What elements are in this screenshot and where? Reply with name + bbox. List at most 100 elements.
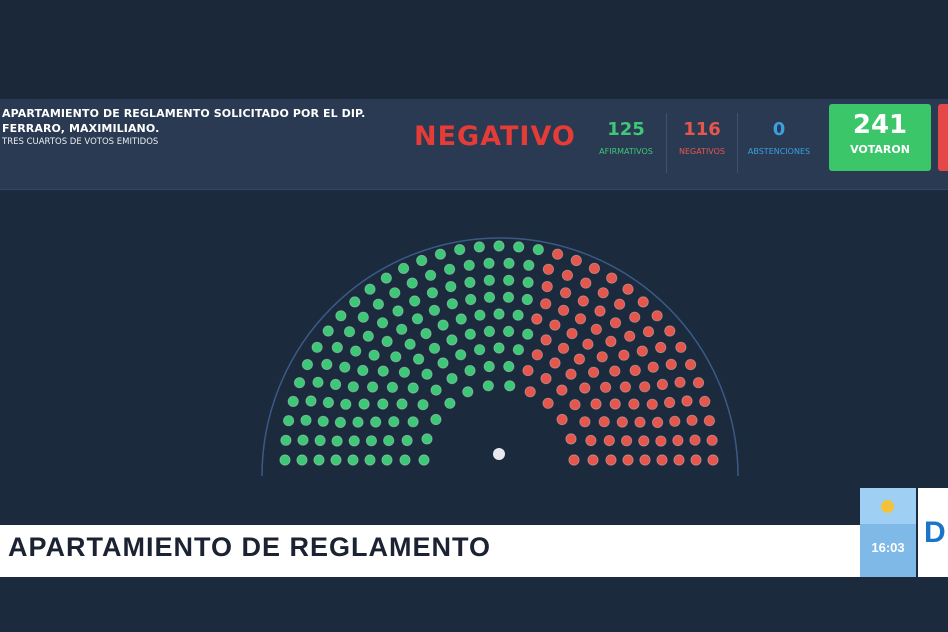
seat-afirmativo: [473, 241, 485, 253]
seat-afirmativo: [444, 397, 456, 409]
offscreen-panel: [938, 104, 948, 171]
seat-afirmativo: [305, 395, 317, 407]
seat-afirmativo: [282, 415, 295, 427]
seat-afirmativo: [493, 308, 505, 320]
seat-negativo: [540, 373, 552, 385]
lower-third-banner: APARTAMIENTO DE REGLAMENTO: [0, 525, 860, 577]
votaron-box: 241 VOTARON: [829, 104, 931, 171]
seat-negativo: [673, 454, 685, 466]
seat-afirmativo: [483, 325, 495, 337]
seat-negativo: [541, 281, 553, 293]
seat-afirmativo: [523, 259, 535, 271]
seat-afirmativo: [404, 338, 416, 350]
seat-afirmativo: [483, 291, 496, 303]
seat-negativo: [689, 434, 701, 446]
seat-negativo: [542, 397, 554, 409]
seat-afirmativo: [357, 311, 369, 323]
seat-afirmativo: [287, 395, 299, 407]
seat-afirmativo: [331, 435, 343, 447]
seat-afirmativo: [347, 381, 359, 393]
seat-afirmativo: [396, 323, 408, 335]
seat-afirmativo: [463, 259, 475, 271]
seat-afirmativo: [418, 454, 430, 466]
seat-negativo: [524, 386, 536, 398]
seat-negativo: [531, 313, 543, 325]
seat-negativo: [557, 342, 570, 354]
seat-negativo: [605, 335, 617, 347]
seat-negativo: [522, 365, 534, 377]
seat-afirmativo: [300, 414, 312, 426]
motion-title: APARTAMIENTO DE REGLAMENTO SOLICITADO PO…: [2, 107, 366, 135]
seat-afirmativo: [399, 454, 411, 466]
channel-logo: D: [918, 488, 948, 577]
seat-afirmativo: [366, 381, 379, 393]
negativos-label: NEGATIVOS: [678, 147, 726, 156]
seat-afirmativo: [416, 254, 428, 267]
seat-afirmativo: [473, 344, 486, 356]
seat-negativo: [566, 328, 578, 340]
seat-negativo: [551, 248, 564, 260]
seat-negativo: [651, 310, 663, 322]
seat-negativo: [559, 287, 572, 299]
seat-afirmativo: [503, 274, 515, 286]
seat-negativo: [561, 269, 574, 281]
seat-negativo: [549, 357, 561, 369]
seat-negativo: [616, 416, 628, 428]
seat-afirmativo: [421, 433, 433, 445]
seat-afirmativo: [464, 365, 476, 377]
seat-negativo: [639, 381, 651, 393]
seat-afirmativo: [446, 298, 458, 310]
seat-negativo: [656, 454, 668, 466]
seat-afirmativo: [512, 309, 524, 321]
seat-afirmativo: [396, 398, 408, 410]
seat-afirmativo: [372, 298, 384, 310]
seat-negativo: [620, 435, 633, 447]
seat-afirmativo: [430, 413, 442, 426]
seat-afirmativo: [398, 366, 410, 378]
negativos-count: 116: [683, 119, 721, 140]
seat-afirmativo: [362, 330, 374, 342]
abstenciones-count: 0: [772, 119, 786, 140]
seat-negativo: [590, 398, 602, 410]
seat-afirmativo: [482, 380, 494, 392]
seat-afirmativo: [512, 344, 525, 356]
seat-afirmativo: [386, 381, 398, 393]
seat-group: [279, 240, 719, 466]
seat-afirmativo: [380, 272, 392, 284]
seat-afirmativo: [502, 325, 515, 337]
seat-afirmativo: [445, 281, 457, 293]
seat-afirmativo: [340, 398, 352, 410]
seat-negativo: [590, 323, 602, 335]
seat-afirmativo: [376, 317, 389, 329]
seat-afirmativo: [313, 454, 325, 466]
clock-widget: 16:03: [860, 488, 916, 577]
seat-afirmativo: [397, 262, 410, 275]
seat-negativo: [684, 359, 697, 371]
seat-negativo: [587, 366, 600, 378]
seat-negativo: [587, 454, 599, 466]
seat-negativo: [675, 341, 687, 353]
seat-afirmativo: [474, 309, 486, 321]
seat-afirmativo: [368, 349, 380, 361]
seat-afirmativo: [503, 257, 515, 269]
seat-negativo: [598, 416, 610, 428]
seat-afirmativo: [443, 263, 456, 275]
seat-afirmativo: [388, 416, 400, 428]
seat-negativo: [618, 349, 630, 361]
seat-negativo: [646, 398, 658, 410]
seat-negativo: [634, 416, 646, 428]
seat-negativo: [651, 416, 664, 428]
seat-afirmativo: [437, 357, 449, 369]
seat-afirmativo: [464, 276, 476, 289]
seat-afirmativo: [446, 334, 458, 346]
seat-afirmativo: [409, 295, 421, 307]
seat-afirmativo: [483, 360, 495, 373]
seat-afirmativo: [314, 434, 326, 447]
seat-negativo: [639, 454, 651, 466]
seat-negativo: [549, 319, 561, 331]
seat-afirmativo: [455, 349, 467, 361]
seat-afirmativo: [521, 293, 533, 306]
seat-afirmativo: [365, 435, 377, 447]
seat-negativo: [706, 434, 718, 446]
banner-title: APARTAMIENTO DE REGLAMENTO: [8, 532, 492, 562]
